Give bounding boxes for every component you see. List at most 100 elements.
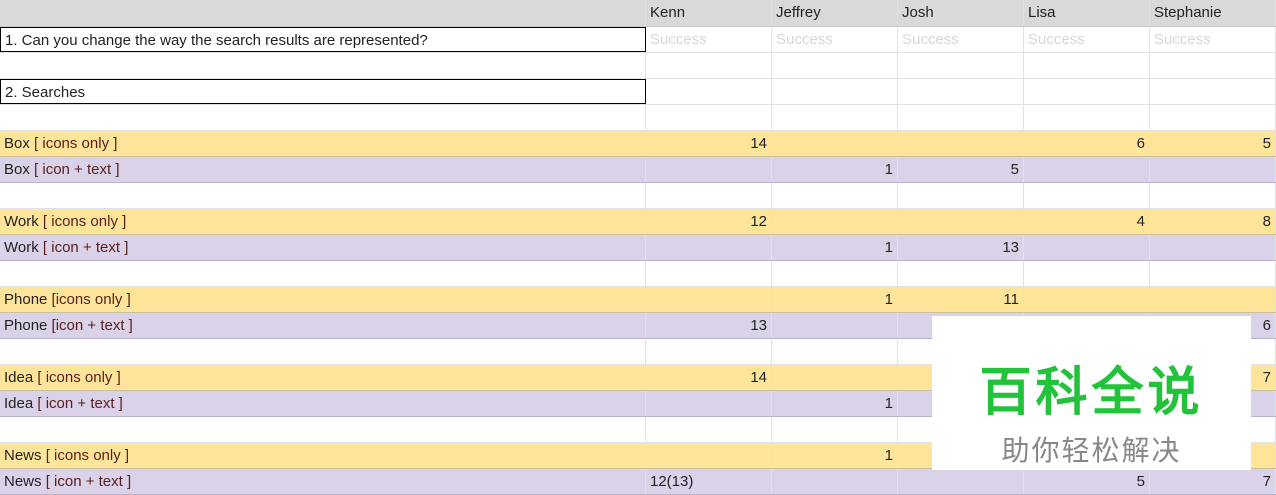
row-label[interactable]: News [ icons only ] [0, 443, 646, 468]
cell[interactable] [1150, 105, 1276, 130]
cell[interactable] [772, 183, 898, 208]
value-cell[interactable]: 11 [898, 287, 1024, 312]
cell[interactable] [772, 79, 898, 104]
value-cell[interactable] [646, 157, 772, 182]
cell[interactable] [772, 53, 898, 78]
cell[interactable] [1024, 183, 1150, 208]
cell[interactable] [772, 417, 898, 442]
cell[interactable] [772, 261, 898, 286]
value-cell[interactable] [1024, 235, 1150, 260]
success-cell[interactable]: Success [1024, 27, 1150, 52]
value-cell[interactable] [1150, 235, 1276, 260]
cell[interactable] [1150, 261, 1276, 286]
value-cell[interactable] [898, 209, 1024, 234]
row-label[interactable]: Idea [ icons only ] [0, 365, 646, 390]
value-cell[interactable] [898, 131, 1024, 156]
value-cell[interactable]: 14 [646, 131, 772, 156]
value-cell[interactable]: 1 [772, 443, 898, 468]
cell[interactable] [1150, 183, 1276, 208]
value-cell[interactable]: 13 [898, 235, 1024, 260]
cell[interactable] [898, 53, 1024, 78]
value-cell[interactable] [646, 443, 772, 468]
row-label[interactable]: Work [ icons only ] [0, 209, 646, 234]
value-cell[interactable] [772, 209, 898, 234]
cell[interactable] [1024, 105, 1150, 130]
value-cell[interactable]: 7 [1150, 469, 1276, 494]
cell[interactable] [0, 53, 646, 78]
column-header[interactable] [0, 0, 646, 26]
value-cell[interactable]: 6 [1024, 131, 1150, 156]
row-label[interactable]: Phone [icons only ] [0, 287, 646, 312]
question-row: 1. Can you change the way the search res… [0, 27, 1276, 53]
value-cell[interactable] [1024, 157, 1150, 182]
value-cell[interactable]: 1 [772, 235, 898, 260]
cell[interactable] [898, 105, 1024, 130]
success-cell[interactable]: Success [898, 27, 1024, 52]
row-label[interactable]: Work [ icon + text ] [0, 235, 646, 260]
value-cell[interactable]: 12 [646, 209, 772, 234]
value-cell[interactable] [1150, 157, 1276, 182]
value-cell[interactable]: 4 [1024, 209, 1150, 234]
empty-row [0, 261, 1276, 287]
value-cell[interactable] [772, 469, 898, 494]
row-label[interactable]: Phone [icon + text ] [0, 313, 646, 338]
cell[interactable] [646, 339, 772, 364]
cell[interactable] [898, 261, 1024, 286]
column-header[interactable]: Kenn [646, 0, 772, 26]
cell[interactable] [0, 105, 646, 130]
column-header[interactable]: Stephanie [1150, 0, 1276, 26]
cell[interactable] [646, 79, 772, 104]
value-cell[interactable]: 12(13) [646, 469, 772, 494]
value-cell[interactable] [772, 365, 898, 390]
row-name: Idea [4, 369, 34, 386]
cell[interactable] [1150, 53, 1276, 78]
cell[interactable] [1024, 261, 1150, 286]
cell[interactable] [0, 339, 646, 364]
value-cell[interactable]: 1 [772, 287, 898, 312]
value-cell[interactable] [646, 287, 772, 312]
cell[interactable] [0, 183, 646, 208]
value-cell[interactable]: 1 [772, 391, 898, 416]
cell[interactable] [898, 79, 1024, 104]
value-cell[interactable]: 5 [898, 157, 1024, 182]
cell[interactable] [898, 183, 1024, 208]
value-cell[interactable]: 13 [646, 313, 772, 338]
row-label[interactable]: Box [ icon + text ] [0, 157, 646, 182]
cell[interactable] [1150, 79, 1276, 104]
cell[interactable] [646, 183, 772, 208]
success-cell[interactable]: Success [646, 27, 772, 52]
success-cell[interactable]: Success [772, 27, 898, 52]
row-label[interactable]: Box [ icons only ] [0, 131, 646, 156]
value-cell[interactable]: 14 [646, 365, 772, 390]
cell[interactable] [772, 105, 898, 130]
value-cell[interactable] [646, 235, 772, 260]
section-cell[interactable]: 2. Searches [0, 79, 646, 104]
value-cell[interactable] [1150, 287, 1276, 312]
value-cell[interactable]: 5 [1024, 469, 1150, 494]
column-header[interactable]: Lisa [1024, 0, 1150, 26]
cell[interactable] [646, 105, 772, 130]
question-cell[interactable]: 1. Can you change the way the search res… [0, 27, 646, 52]
value-cell[interactable] [1024, 287, 1150, 312]
cell[interactable] [646, 261, 772, 286]
cell[interactable] [1024, 53, 1150, 78]
cell[interactable] [0, 261, 646, 286]
value-cell[interactable]: 8 [1150, 209, 1276, 234]
cell[interactable] [772, 339, 898, 364]
row-label[interactable]: News [ icon + text ] [0, 469, 646, 494]
cell[interactable] [1024, 79, 1150, 104]
column-header[interactable]: Josh [898, 0, 1024, 26]
value-cell[interactable]: 5 [1150, 131, 1276, 156]
cell[interactable] [646, 417, 772, 442]
row-label[interactable]: Idea [ icon + text ] [0, 391, 646, 416]
column-header[interactable]: Jeffrey [772, 0, 898, 26]
cell[interactable] [646, 53, 772, 78]
value-cell[interactable] [898, 469, 1024, 494]
value-cell[interactable] [646, 391, 772, 416]
cell[interactable] [0, 417, 646, 442]
value-cell[interactable]: 1 [772, 157, 898, 182]
value-cell[interactable] [772, 313, 898, 338]
value-cell[interactable] [772, 131, 898, 156]
row-name: Phone [4, 291, 48, 308]
success-cell[interactable]: Success [1150, 27, 1276, 52]
